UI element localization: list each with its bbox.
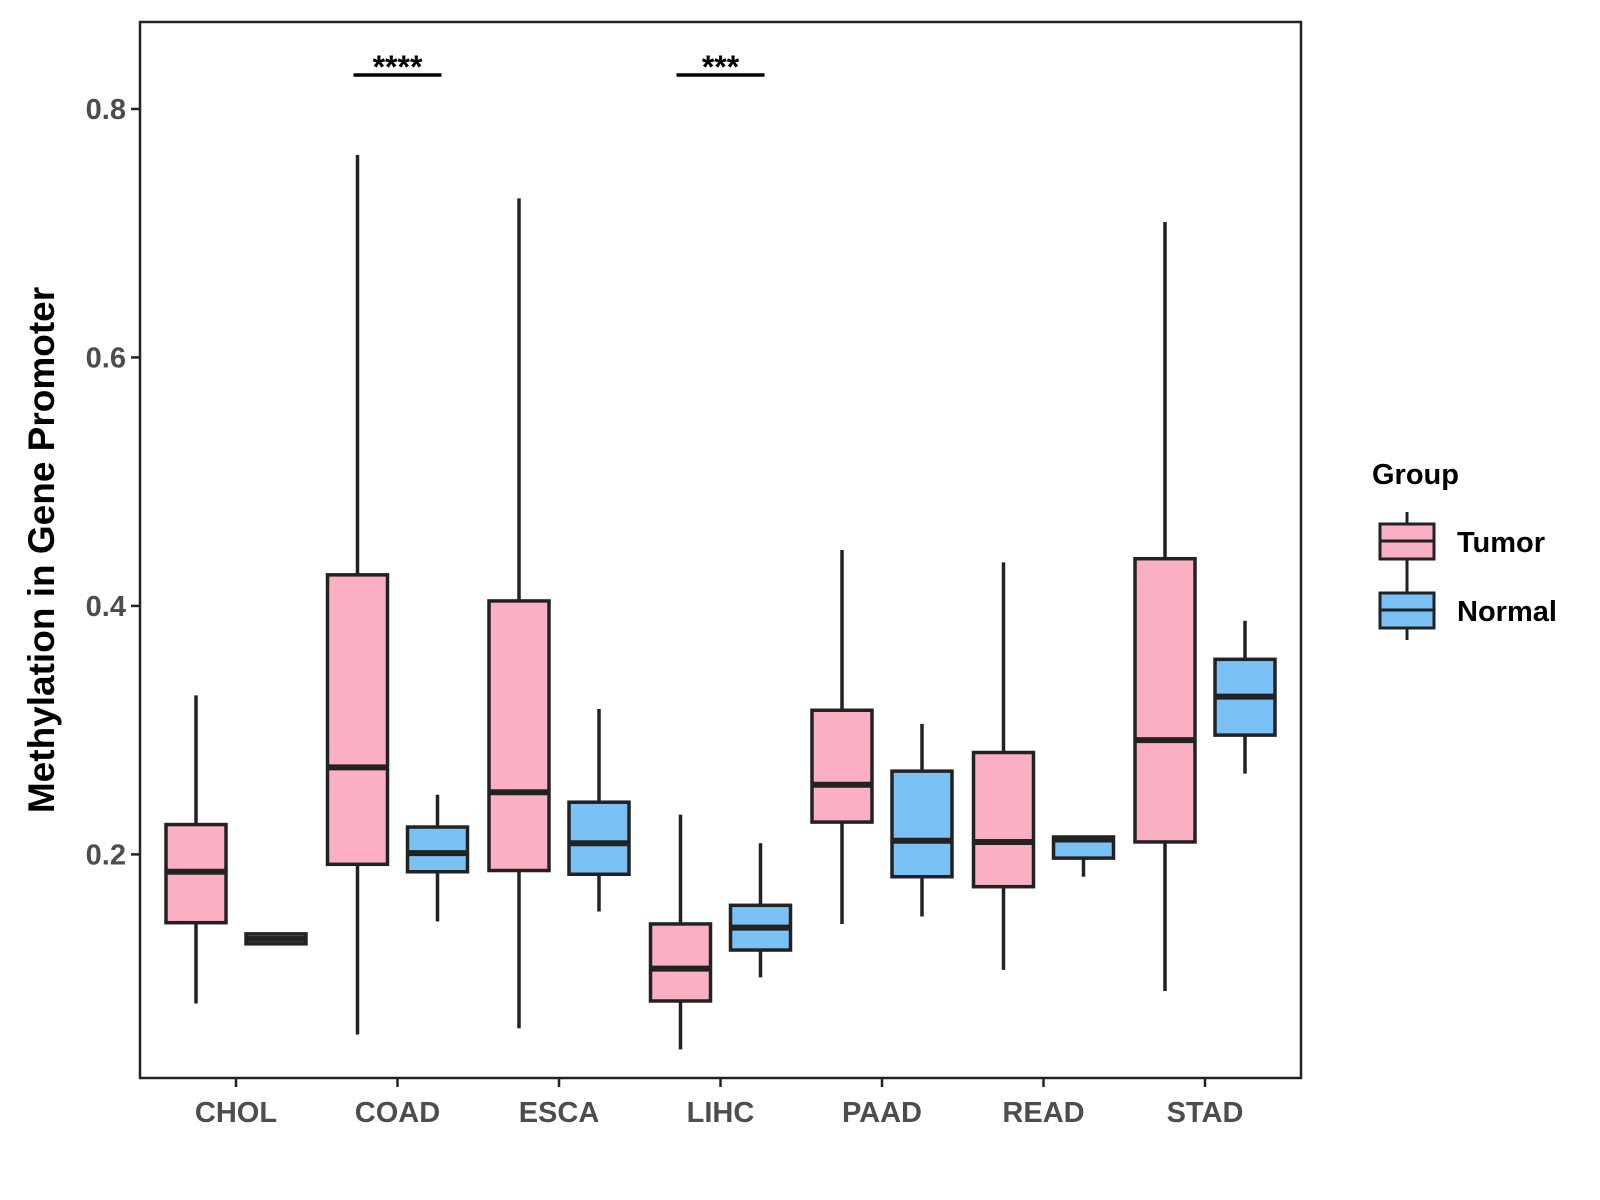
significance-lihc: *** [676, 49, 765, 85]
box-normal-paad [890, 723, 954, 917]
legend: Group Tumor Normal [1372, 459, 1557, 640]
box-body [810, 708, 874, 824]
x-tick-label: COAD [355, 1097, 440, 1129]
box-tumor-coad [325, 154, 390, 1035]
box-normal-chol [244, 932, 308, 946]
x-tick-label: PAAD [842, 1097, 922, 1129]
y-tick-label: 0.6 [86, 342, 126, 374]
box-tumor-stad [1133, 222, 1197, 992]
x-tick-label: STAD [1167, 1097, 1244, 1129]
box-body [971, 750, 1036, 889]
x-tick-label: ESCA [519, 1097, 600, 1129]
panel-border [138, 20, 1303, 1080]
legend-entry-normal: Normal [1378, 582, 1557, 640]
y-tick-label: 0.8 [86, 94, 126, 126]
y-axis-title: Methylation in Gene Promoter [21, 287, 62, 813]
y-tick-label: 0.4 [86, 591, 126, 623]
box-body [648, 922, 713, 1003]
box-body [1133, 556, 1197, 844]
significance-label: **** [373, 49, 423, 85]
box-tumor-lihc [648, 814, 713, 1050]
significance-label: *** [702, 49, 740, 85]
box-normal-coad [405, 794, 470, 922]
x-tick-label: CHOL [195, 1097, 277, 1129]
box-body [325, 573, 390, 867]
box-body [567, 800, 631, 877]
legend-label-tumor: Tumor [1457, 527, 1545, 559]
x-tick-label: LIHC [687, 1097, 755, 1129]
box-body [487, 599, 551, 873]
box-normal-lihc [728, 843, 793, 978]
legend-label-normal: Normal [1457, 596, 1557, 628]
box-normal-stad [1213, 620, 1277, 774]
legend-title: Group [1372, 459, 1459, 491]
box-normal-esca [567, 709, 631, 912]
y-tick-label: 0.2 [86, 839, 126, 871]
x-tick-label: READ [1002, 1097, 1084, 1129]
box-body [890, 769, 954, 879]
box-tumor-paad [810, 550, 874, 924]
box-tumor-chol [164, 695, 228, 1004]
box-normal-read [1051, 835, 1116, 877]
box-tumor-esca [487, 198, 551, 1029]
significance-coad: **** [353, 49, 442, 85]
plot-area: **** *** [164, 49, 1277, 1050]
legend-entry-tumor: Tumor [1378, 512, 1545, 583]
axes: 0.2 0.4 0.6 0.8 CHOL COAD ESCA LIHC PAAD READ STAD [86, 20, 1303, 1129]
box-tumor-read [971, 562, 1036, 970]
box-body [405, 825, 470, 874]
